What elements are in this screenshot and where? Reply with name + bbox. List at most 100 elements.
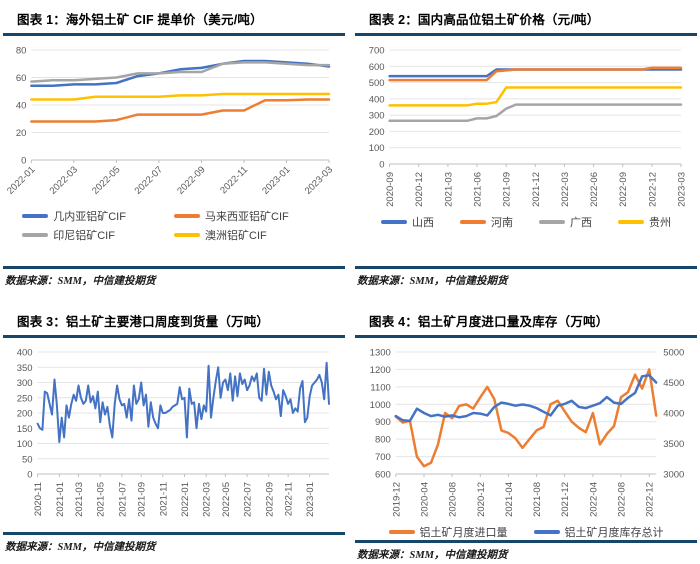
- legend-label: 印尼铝矿CIF: [53, 230, 115, 242]
- figure-2-line-chart: 0 100 200 300 400 500 600 700 2020-09 2020-12 2021…: [369, 46, 688, 207]
- svg-text:2023-03: 2023-03: [677, 172, 688, 207]
- svg-text:2020-04: 2020-04: [420, 482, 431, 517]
- svg-text:1000: 1000: [370, 400, 391, 411]
- svg-text:900: 900: [375, 417, 391, 428]
- figure-3-source-note: 数据来源：SMM，中信建投期货: [3, 532, 345, 556]
- legend-item-铝土矿月度进口量: 铝土矿月度进口量: [388, 524, 508, 540]
- legend-item-河南: 河南: [460, 214, 513, 230]
- svg-text:2020-12: 2020-12: [414, 172, 425, 207]
- legend-item-几内亚铝矿CIF: 几内亚铝矿CIF: [22, 208, 174, 224]
- legend-label: 广西: [570, 217, 592, 229]
- svg-text:1100: 1100: [370, 382, 390, 393]
- legend-swatch: [22, 214, 49, 218]
- svg-text:2022-07: 2022-07: [243, 482, 254, 517]
- svg-text:0: 0: [21, 156, 26, 167]
- svg-text:400: 400: [17, 348, 33, 359]
- svg-text:2021-12: 2021-12: [531, 172, 542, 207]
- legend-swatch: [618, 220, 644, 224]
- svg-text:4500: 4500: [663, 378, 684, 389]
- svg-text:2022-09: 2022-09: [175, 164, 207, 196]
- legend-swatch: [533, 530, 560, 534]
- svg-text:1200: 1200: [370, 365, 391, 376]
- legend-label: 贵州: [649, 217, 671, 229]
- svg-text:600: 600: [369, 62, 385, 73]
- series-贵州: [388, 86, 683, 107]
- legend-swatch: [381, 220, 407, 224]
- legend-swatch: [22, 233, 49, 237]
- svg-text:2019-12: 2019-12: [391, 482, 402, 517]
- legend-label: 铝土矿月度进口量: [419, 527, 508, 539]
- svg-text:300: 300: [369, 111, 385, 122]
- svg-text:2021-08: 2021-08: [532, 482, 543, 517]
- legend-swatch: [460, 220, 486, 224]
- svg-text:2022-01: 2022-01: [180, 482, 191, 517]
- svg-text:700: 700: [375, 452, 391, 463]
- svg-text:2022-09: 2022-09: [618, 172, 629, 207]
- figure-1-legend: 几内亚铝矿CIF 马来西亚铝矿CIF 印尼铝矿CIF 澳洲铝矿CIF: [9, 208, 339, 243]
- svg-text:2021-09: 2021-09: [502, 172, 513, 207]
- legend-swatch: [174, 214, 200, 218]
- svg-text:1300: 1300: [370, 348, 391, 359]
- svg-text:2022-03: 2022-03: [202, 482, 213, 517]
- svg-text:2022-12: 2022-12: [645, 482, 656, 517]
- svg-text:300: 300: [17, 378, 33, 389]
- figure-4-title: 图表 4：铝土矿月度进口量及库存（万吨）: [355, 308, 697, 338]
- svg-text:2022-07: 2022-07: [133, 164, 165, 196]
- legend-label: 山西: [412, 217, 434, 229]
- series-印尼铝矿CIF: [30, 61, 331, 83]
- legend-label: 澳洲铝矿CIF: [205, 230, 267, 242]
- figure-4-legend: 铝土矿月度进口量 铝土矿月度库存总计: [355, 524, 697, 540]
- series-澳洲铝矿CIF: [30, 92, 331, 101]
- series-铝土矿月度进口量: [394, 368, 658, 468]
- legend-item-广西: 广西: [539, 214, 592, 230]
- legend-item-山西: 山西: [381, 214, 434, 230]
- legend-item-铝土矿月度库存总计: 铝土矿月度库存总计: [533, 524, 664, 540]
- series-马来西亚铝矿CIF: [30, 98, 331, 123]
- svg-text:2021-04: 2021-04: [504, 482, 515, 517]
- legend-swatch: [388, 530, 415, 534]
- svg-text:2021-06: 2021-06: [473, 172, 484, 207]
- series-铝土矿主要港口周度到货量: [36, 361, 330, 443]
- svg-text:2022-09: 2022-09: [264, 482, 275, 517]
- figure-3-line-chart: 0 50 100 150 200 250 300 350 400 2020-11 2021-01 20…: [17, 348, 330, 517]
- legend-label: 几内亚铝矿CIF: [53, 211, 126, 223]
- svg-text:100: 100: [17, 439, 33, 450]
- legend-swatch: [539, 220, 565, 224]
- svg-text:2022-11: 2022-11: [218, 164, 250, 196]
- figure-1-source-note: 数据来源：SMM，中信建投期货: [3, 266, 345, 290]
- svg-text:60: 60: [16, 73, 27, 84]
- svg-text:20: 20: [16, 128, 27, 139]
- svg-text:2022-03: 2022-03: [48, 164, 80, 196]
- svg-text:5000: 5000: [663, 348, 684, 359]
- figure-panel-1: 图表 1：海外铝土矿 CIF 提单价（美元/吨） 0 20 40 60 80 2022-0…: [3, 6, 345, 290]
- series-几内亚铝矿CIF: [30, 59, 331, 88]
- svg-text:2022-05: 2022-05: [221, 482, 232, 517]
- svg-text:2023-01: 2023-01: [260, 164, 292, 196]
- svg-text:2021-07: 2021-07: [117, 482, 128, 517]
- series-河南: [388, 66, 683, 82]
- svg-text:2021-05: 2021-05: [96, 482, 107, 517]
- svg-text:2022-05: 2022-05: [90, 164, 122, 196]
- svg-text:2021-03: 2021-03: [443, 172, 454, 207]
- svg-text:2021-03: 2021-03: [74, 482, 85, 517]
- series-铝土矿月度库存总计: [394, 373, 658, 423]
- svg-text:80: 80: [16, 46, 27, 57]
- svg-text:40: 40: [16, 101, 27, 112]
- svg-text:800: 800: [375, 435, 391, 446]
- svg-text:250: 250: [17, 393, 33, 404]
- figure-1-line-chart: 0 20 40 60 80 2022-01 2022-03 2022-05 2022-07 202…: [5, 46, 335, 197]
- svg-text:500: 500: [369, 78, 385, 89]
- figure-panel-2: 图表 2：国内高品位铝土矿价格（元/吨） 0 100 200 300 400 500 600…: [355, 6, 697, 290]
- svg-text:0: 0: [27, 470, 32, 481]
- svg-text:100: 100: [369, 143, 385, 154]
- legend-item-马来西亚铝矿CIF: 马来西亚铝矿CIF: [174, 208, 326, 224]
- legend-swatch: [174, 233, 200, 237]
- svg-text:2022-01: 2022-01: [5, 164, 37, 196]
- legend-item-印尼铝矿CIF: 印尼铝矿CIF: [22, 227, 174, 243]
- figure-panel-4: 图表 4：铝土矿月度进口量及库存（万吨） 600 700 800 900 1000 110…: [355, 308, 697, 561]
- svg-text:3500: 3500: [663, 439, 684, 450]
- svg-text:2020-11: 2020-11: [33, 482, 44, 516]
- figure-3-title: 图表 3：铝土矿主要港口周度到货量（万吨）: [3, 308, 345, 338]
- figure-4-line-chart: 600 700 800 900 1000 1100 1200 1300 3000 3500 4000…: [370, 348, 685, 517]
- legend-label: 河南: [491, 217, 513, 229]
